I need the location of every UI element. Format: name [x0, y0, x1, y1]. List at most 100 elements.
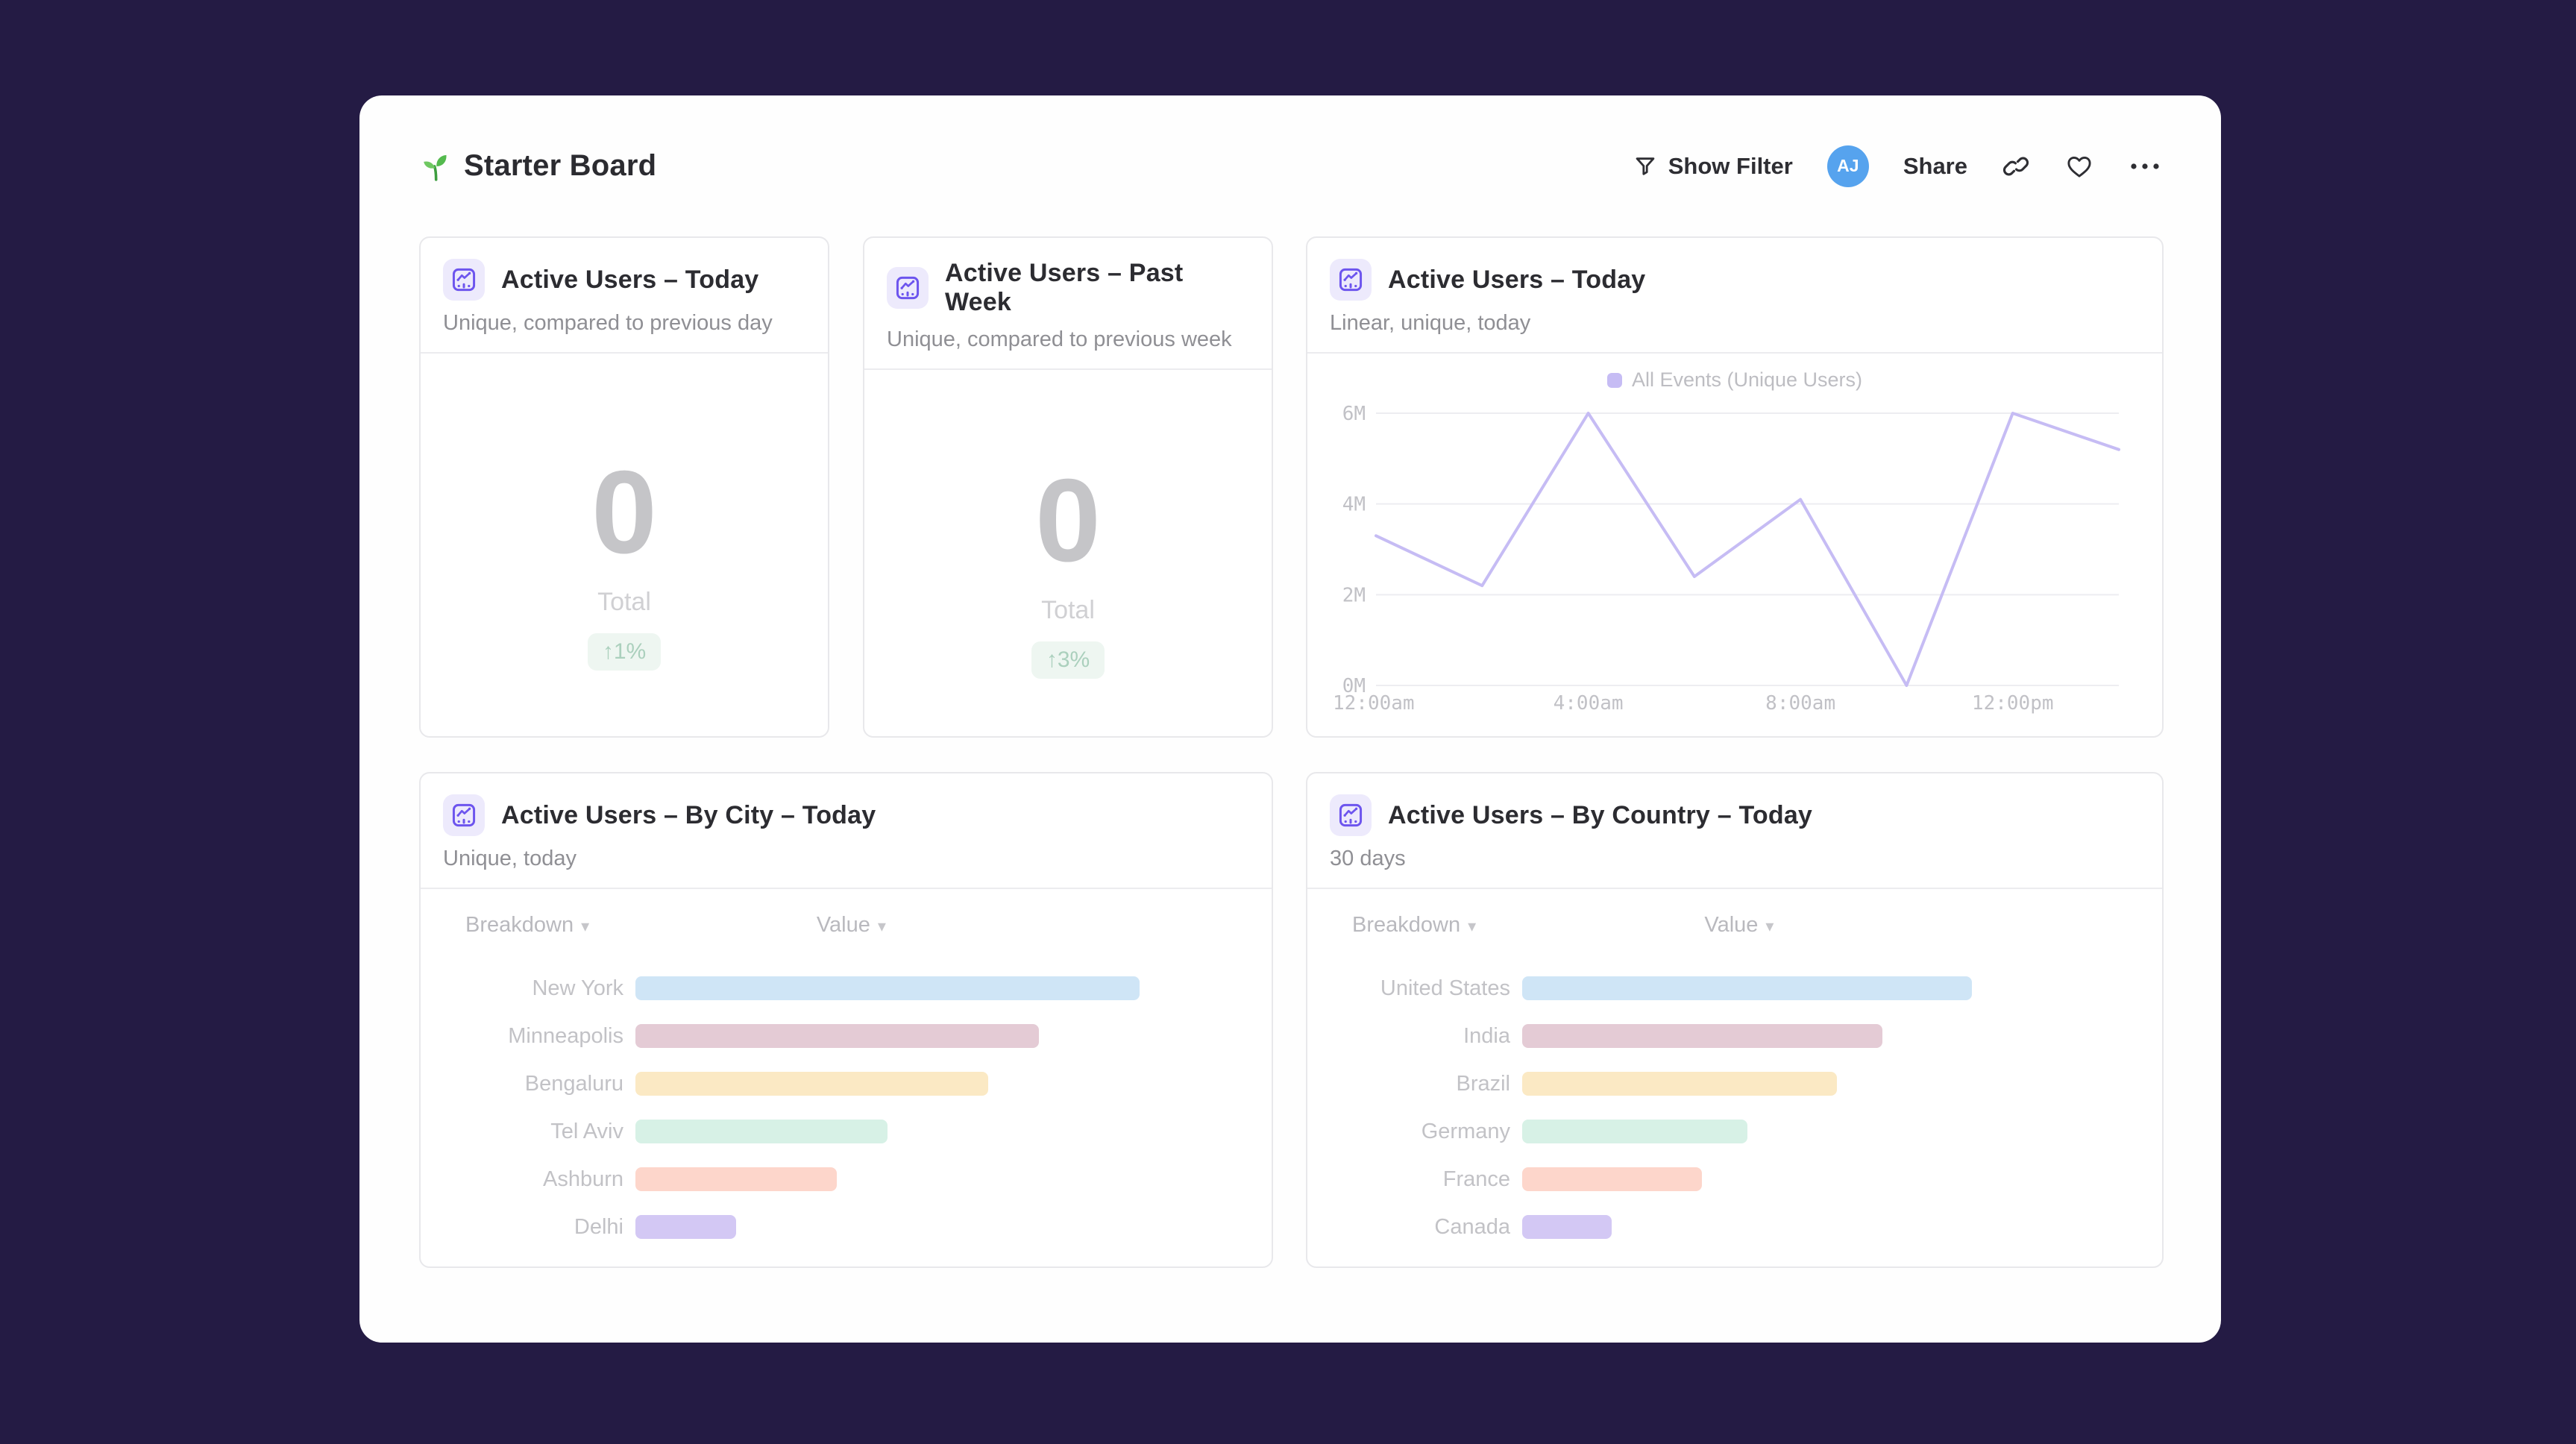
row-label: Minneapolis	[508, 1023, 623, 1048]
card-active-today-line[interactable]: Active Users – Today Linear, unique, tod…	[1306, 236, 2164, 738]
row-label: Bengaluru	[524, 1071, 623, 1096]
card-by-city[interactable]: Active Users – By City – Today Unique, t…	[419, 772, 1273, 1268]
value-bar	[635, 976, 1140, 1000]
value-bar	[1522, 1120, 1747, 1143]
delta-badge: ↑3%	[1031, 641, 1105, 679]
show-filter-label: Show Filter	[1668, 152, 1793, 179]
board-header: Starter Board Show Filter AJ Share	[419, 95, 2161, 236]
card-head: Active Users – By Country – Today 30 day…	[1307, 773, 2162, 888]
share-label: Share	[1903, 152, 1967, 179]
column-header-value[interactable]: Value ▾	[816, 913, 886, 937]
breakdown-rows: New York Minneapolis	[446, 964, 1246, 1251]
favorite-button[interactable]	[2064, 151, 2094, 181]
filter-icon	[1633, 154, 1658, 179]
card-head: Active Users – Today Linear, unique, tod…	[1307, 238, 2162, 352]
svg-text:0M: 0M	[1342, 675, 1366, 697]
avatar-initials: AJ	[1837, 156, 1859, 175]
value-bar	[635, 1024, 1040, 1048]
table-row[interactable]: Minneapolis	[446, 1012, 1246, 1060]
card-title: Active Users – By City – Today	[501, 800, 876, 829]
avatar[interactable]: AJ	[1826, 145, 1869, 187]
table-row[interactable]: France	[1333, 1155, 2137, 1203]
row-label: India	[1463, 1023, 1510, 1048]
table-row[interactable]: India	[1333, 1012, 2137, 1060]
share-button[interactable]: Share	[1903, 153, 1967, 180]
column-header-value[interactable]: Value ▾	[1704, 913, 1774, 937]
card-title: Active Users – Past Week	[945, 259, 1184, 316]
svg-text:4M: 4M	[1342, 494, 1366, 516]
sort-caret-icon: ▾	[581, 917, 590, 935]
divider	[1307, 888, 2162, 889]
card-by-country[interactable]: Active Users – By Country – Today 30 day…	[1306, 772, 2164, 1268]
sort-caret-icon: ▾	[1765, 917, 1774, 935]
row-label: Delhi	[574, 1214, 623, 1239]
card-title: Active Users – Today	[501, 265, 759, 294]
card-active-past-week[interactable]: Active Users – Past Week Unique, compare…	[863, 236, 1273, 738]
svg-text:6M: 6M	[1342, 403, 1366, 425]
value-bar	[635, 1120, 888, 1143]
bar-track	[1522, 1167, 2137, 1191]
bar-track	[635, 1120, 1246, 1143]
column-header-breakdown[interactable]: Breakdown ▾	[465, 913, 590, 937]
row-label: Tel Aviv	[550, 1119, 623, 1143]
bar-track	[1522, 1215, 2137, 1239]
table-row[interactable]: Germany	[1333, 1108, 2137, 1155]
board-title: Starter Board	[419, 149, 656, 183]
value-bar	[1522, 1215, 1612, 1239]
chart-legend: All Events (Unique Users)	[1330, 368, 2140, 392]
card-active-today[interactable]: Active Users – Today Unique, compared to…	[419, 236, 829, 738]
stat-value: 0	[1035, 455, 1101, 586]
row-label: New York	[532, 976, 623, 1000]
chart-icon	[887, 267, 929, 309]
table-row[interactable]: Canada	[1333, 1203, 2137, 1251]
legend-label: All Events (Unique Users)	[1631, 368, 1863, 391]
card-subtitle: Unique, compared to previous week	[887, 327, 1232, 351]
seedling-icon	[419, 150, 452, 183]
bar-track	[1522, 976, 2137, 1000]
bar-track	[635, 1024, 1246, 1048]
card-head: Active Users – Past Week Unique, compare…	[864, 238, 1272, 368]
table-row[interactable]: Brazil	[1333, 1060, 2137, 1108]
bar-track	[1522, 1120, 2137, 1143]
column-header-breakdown[interactable]: Breakdown ▾	[1352, 913, 1477, 937]
bar-track	[635, 1215, 1246, 1239]
divider	[1307, 352, 2162, 354]
board-title-text: Starter Board	[464, 149, 657, 182]
more-button[interactable]	[2129, 160, 2161, 173]
value-bar	[1522, 976, 1973, 1000]
card-head: Active Users – Today Unique, compared to…	[421, 238, 828, 352]
table-row[interactable]: Ashburn	[446, 1155, 1246, 1203]
show-filter-button[interactable]: Show Filter	[1633, 153, 1793, 180]
row-label: Canada	[1434, 1214, 1510, 1239]
stat-caption: Total	[1041, 596, 1095, 624]
card-subtitle: Unique, today	[443, 847, 577, 870]
svg-text:4:00am: 4:00am	[1554, 692, 1624, 715]
value-bar	[1522, 1024, 1882, 1048]
svg-text:8:00am: 8:00am	[1765, 692, 1835, 715]
divider	[421, 888, 1272, 889]
line-chart-svg: 0M 2M 4M 6M 12:00am 4:00am 8:00am 12:00pm	[1333, 403, 2120, 715]
svg-text:12:00am: 12:00am	[1333, 692, 1415, 715]
value-bar	[1522, 1072, 1837, 1096]
chart-icon	[443, 794, 485, 836]
value-bar	[635, 1167, 838, 1191]
bar-track	[635, 976, 1246, 1000]
table-row[interactable]: New York	[446, 964, 1246, 1012]
copy-link-button[interactable]	[2002, 152, 2030, 180]
chart-icon	[443, 259, 485, 301]
card-subtitle: Unique, compared to previous day	[443, 311, 773, 335]
table-row[interactable]: Bengaluru	[446, 1060, 1246, 1108]
value-bar	[635, 1215, 737, 1239]
card-title: Active Users – Today	[1388, 265, 1646, 294]
value-bar	[1522, 1167, 1703, 1191]
row-label: Ashburn	[542, 1167, 623, 1191]
row-label: Brazil	[1456, 1071, 1510, 1096]
table-row[interactable]: Tel Aviv	[446, 1108, 1246, 1155]
bar-track	[635, 1072, 1246, 1096]
card-head: Active Users – By City – Today Unique, t…	[421, 773, 1272, 888]
table-row[interactable]: United States	[1333, 964, 2137, 1012]
bar-track	[1522, 1072, 2137, 1096]
row-label: United States	[1380, 976, 1510, 1000]
cards-grid: Active Users – Today Unique, compared to…	[419, 236, 2164, 1268]
table-row[interactable]: Delhi	[446, 1203, 1246, 1251]
